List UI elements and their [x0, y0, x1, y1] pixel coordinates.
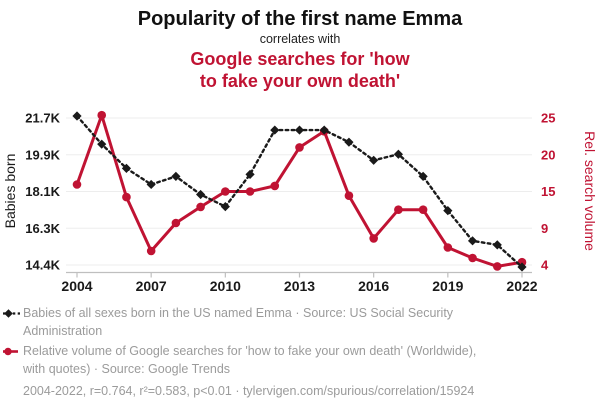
circle-marker: [97, 110, 107, 120]
right-axis-tick-label: 4: [541, 258, 549, 273]
x-axis-tick-label: 2013: [284, 278, 315, 294]
black-diamond-dashed-marker-icon: [3, 309, 20, 318]
legend-item-searches: Relative volume of Google searches for '…: [2, 343, 478, 378]
circle-marker: [369, 234, 378, 243]
diamond-marker: [344, 137, 354, 147]
diamond-marker: [467, 236, 478, 246]
x-axis-tick-label: 2019: [432, 278, 463, 294]
left-axis-tick-label: 14.4K: [25, 258, 60, 273]
diamond-marker: [418, 171, 428, 181]
circle-marker: [394, 205, 403, 214]
x-axis-tick-label: 2016: [358, 278, 389, 294]
diamond-marker: [294, 125, 305, 135]
circle-marker: [245, 187, 255, 196]
footer-stats-and-url: 2004-2022, r=0.764, r²=0.583, p<0.01 · t…: [23, 384, 475, 398]
legend-item-babies: Babies of all sexes born in the US named…: [2, 305, 478, 340]
diamond-marker: [393, 149, 403, 159]
circle-marker: [443, 243, 453, 252]
diamond-marker: [171, 171, 181, 181]
left-axis-title: Babies born: [2, 154, 18, 229]
red-circle-solid-marker-icon: [3, 347, 18, 356]
legend-label-searches: Relative volume of Google searches for '…: [23, 344, 477, 376]
x-axis-tick-label: 2007: [136, 278, 167, 294]
right-axis-tick-label: 25: [541, 111, 555, 126]
chart-subtitle-line-1: Google searches for 'how: [190, 49, 410, 69]
diamond-marker: [492, 240, 502, 250]
chart-plot-area: 21.7K 25 19.9K 20 18.1K 15 16.3K 9 14.4K 4 2004 200…: [0, 100, 600, 300]
left-axis-tick-label: 18.1K: [25, 184, 60, 199]
circle-marker: [270, 181, 280, 191]
chart-title: Popularity of the first name Emma: [137, 8, 463, 30]
circle-marker: [295, 143, 304, 152]
diamond-marker: [146, 179, 156, 190]
legend-label-babies: Babies of all sexes born in the US named…: [23, 306, 454, 338]
circle-marker: [468, 253, 477, 263]
diamond-marker: [369, 155, 379, 165]
circle-marker: [72, 180, 82, 189]
right-axis-tick-label: 15: [541, 184, 555, 199]
chart-connector-text: correlates with: [259, 32, 341, 46]
chart-subtitle-line-2: to fake your own death': [199, 71, 401, 91]
x-axis-tick-label: 2004: [61, 278, 92, 294]
diamond-marker: [220, 202, 230, 212]
circle-marker: [146, 246, 156, 256]
right-axis-title: Rel. search volume: [582, 131, 598, 251]
x-axis-tick-label: 2010: [210, 278, 241, 294]
circle-marker: [196, 202, 205, 212]
x-axis-tick-label: 2022: [506, 278, 537, 294]
chart-subtitle: Google searches for 'how to fake your ow…: [0, 48, 600, 92]
circle-marker: [171, 218, 181, 228]
diamond-marker: [270, 125, 280, 135]
diamond-marker: [97, 139, 107, 149]
circle-marker: [418, 205, 428, 214]
diamond-marker: [72, 111, 82, 121]
series-line-searches: [75, 113, 524, 268]
right-axis-tick-label: 9: [541, 221, 548, 236]
diamond-marker: [319, 125, 329, 135]
diamond-marker: [121, 163, 132, 173]
diamond-marker: [443, 206, 453, 216]
circle-marker: [492, 262, 502, 271]
diamond-marker: [196, 189, 206, 200]
chart-svg: 21.7K 25 19.9K 20 18.1K 15 16.3K 9 14.4K 4 2004 200…: [2, 110, 598, 295]
left-axis-tick-label: 16.3K: [25, 221, 60, 236]
circle-marker: [122, 192, 131, 202]
left-axis-tick-label: 19.9K: [25, 147, 60, 162]
left-axis-tick-label: 21.7K: [25, 111, 60, 126]
right-axis-tick-label: 20: [541, 147, 555, 162]
circle-marker: [221, 187, 230, 196]
circle-marker: [344, 191, 354, 200]
